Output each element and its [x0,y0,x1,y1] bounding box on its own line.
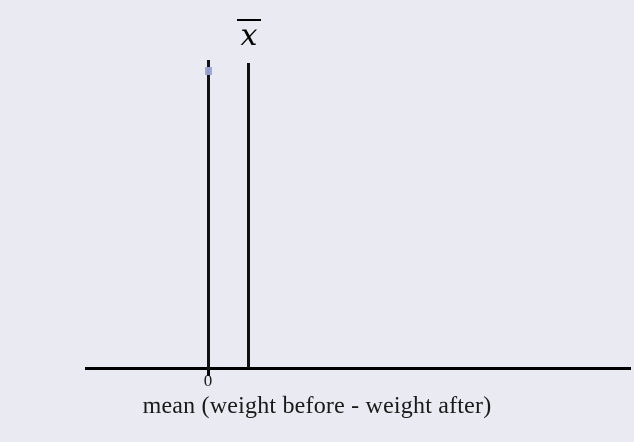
x-axis-tick-label-zero: 0 [203,371,213,390]
xbar-glyph: x [240,18,258,53]
x-axis-tick-zero [207,370,210,376]
sample-mean-line [247,63,250,368]
xbar-annotation: x [234,19,264,51]
zero-reference-line [207,60,210,370]
overbar-icon [237,19,261,21]
x-axis-line [85,367,631,370]
zero-line-marker [205,67,212,75]
x-axis-caption: mean (weight before - weight after) [142,393,492,419]
